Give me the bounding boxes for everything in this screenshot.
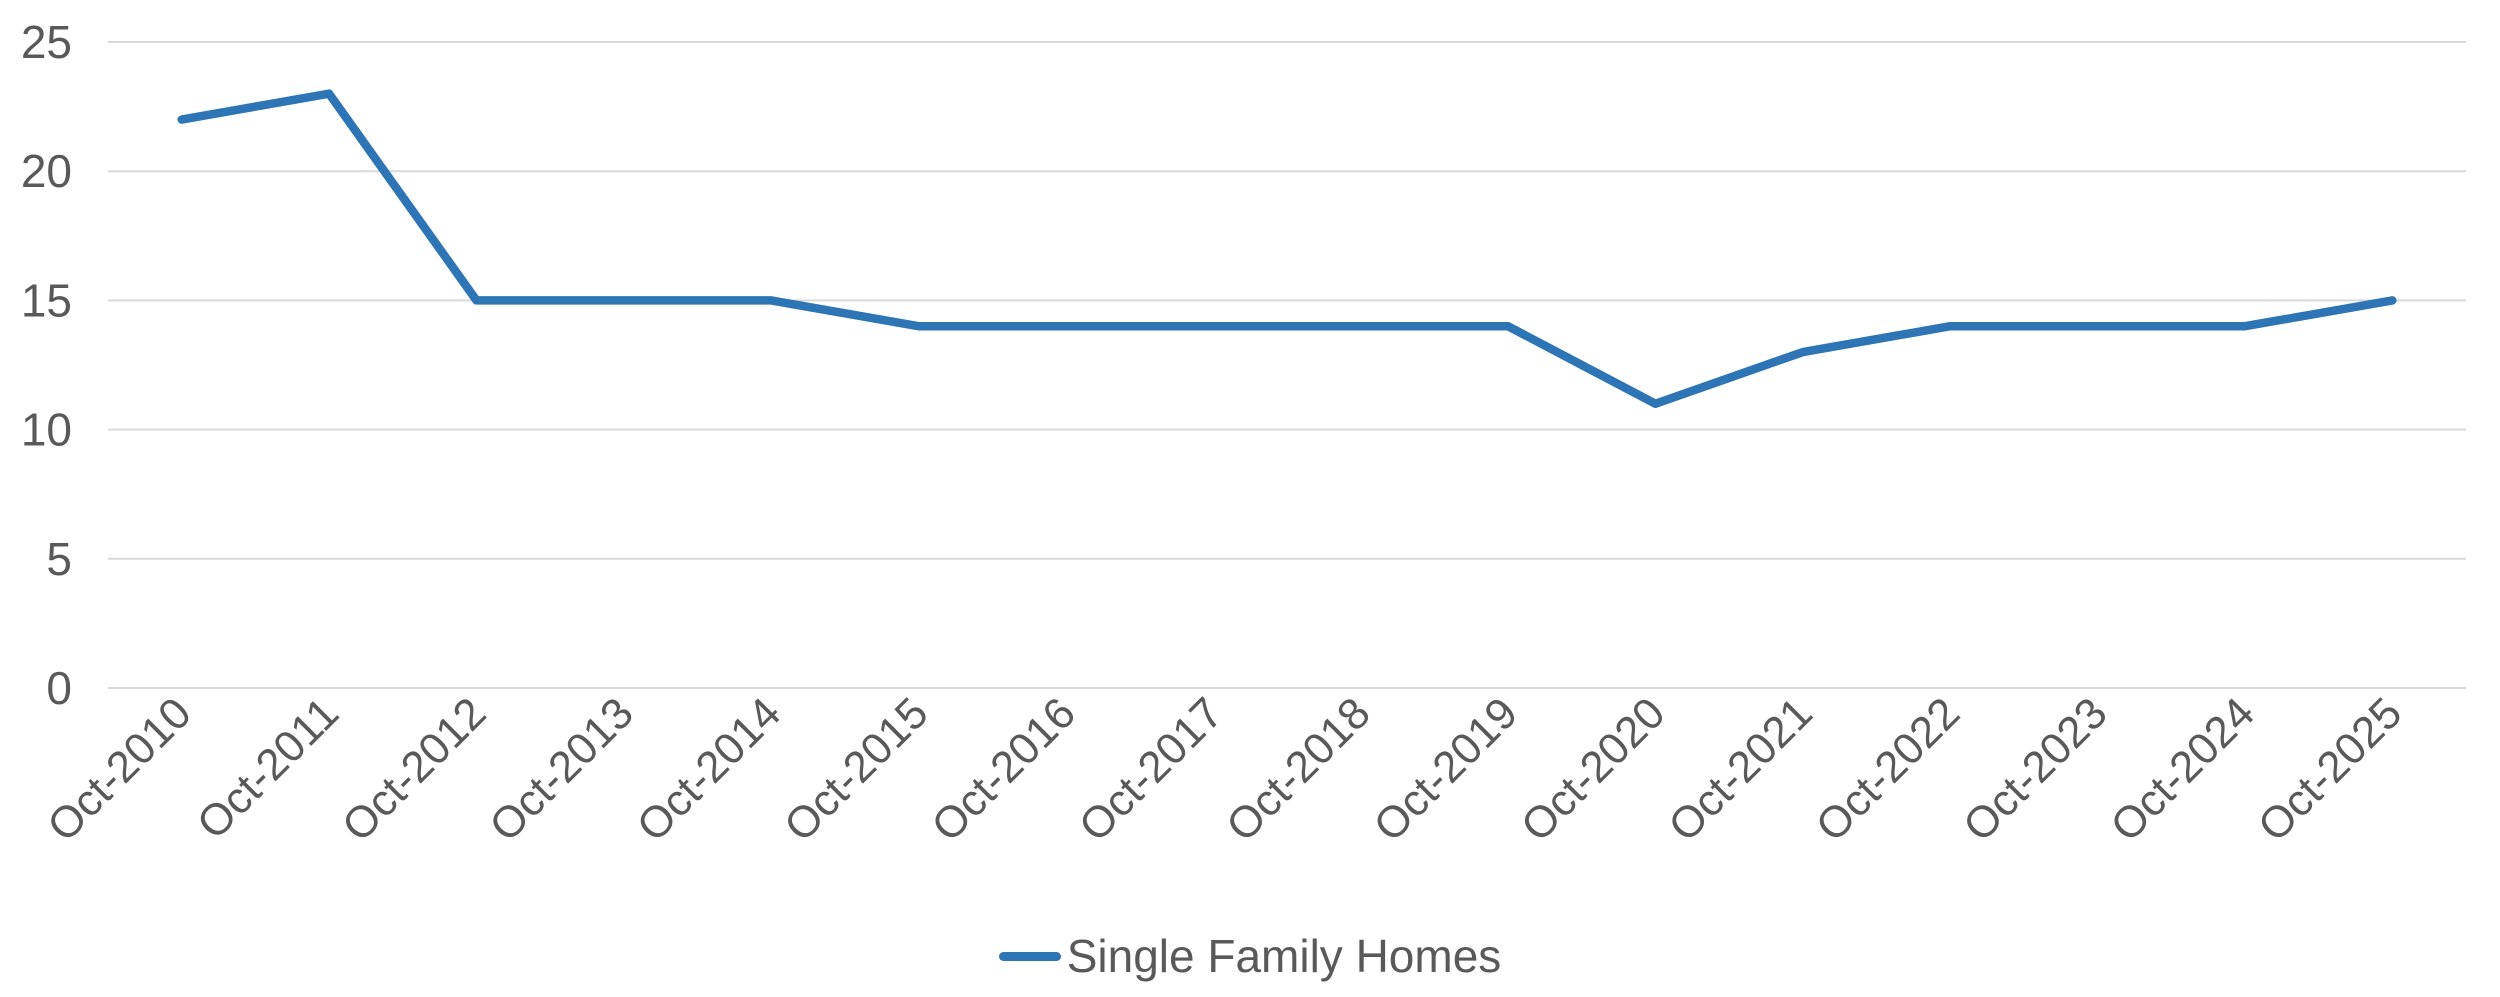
chart-legend: Single Family Homes — [0, 933, 2500, 979]
x-tick-label-oct-2021: Oct-2021 — [1659, 688, 1822, 851]
x-tick-label-oct-2018: Oct-2018 — [1217, 688, 1380, 851]
y-tick-label-15: 15 — [21, 274, 72, 326]
y-tick-label-10: 10 — [21, 404, 72, 456]
legend-line-swatch — [998, 951, 1061, 961]
x-tick-label-oct-2024: Oct-2024 — [2101, 688, 2264, 851]
y-tick-label-5: 5 — [46, 533, 72, 585]
x-tick-label-oct-2025: Oct-2025 — [2249, 688, 2412, 851]
series-line-single-family-homes — [177, 89, 2397, 409]
x-tick-label-oct-2015: Oct-2015 — [775, 688, 938, 851]
x-tick-label-oct-2012: Oct-2012 — [333, 688, 496, 851]
x-tick-label-oct-2017: Oct-2017 — [1070, 688, 1233, 851]
x-tick-label-oct-2014: Oct-2014 — [628, 688, 791, 851]
y-tick-label-25: 25 — [21, 16, 72, 68]
x-tick-label-oct-2022: Oct-2022 — [1807, 688, 1970, 851]
x-tick-label-oct-2013: Oct-2013 — [480, 688, 643, 851]
x-tick-label-oct-2023: Oct-2023 — [1954, 688, 2117, 851]
y-tick-label-0: 0 — [46, 662, 72, 714]
x-tick-label-oct-2020: Oct-2020 — [1512, 688, 1675, 851]
legend-series-label: Single Family Homes — [1066, 930, 1502, 982]
x-tick-label-oct-2019: Oct-2019 — [1365, 688, 1528, 851]
x-tick-label-oct-2016: Oct-2016 — [922, 688, 1085, 851]
y-tick-label-20: 20 — [21, 145, 72, 197]
x-tick-label-oct-2011: Oct-2011 — [188, 688, 348, 848]
